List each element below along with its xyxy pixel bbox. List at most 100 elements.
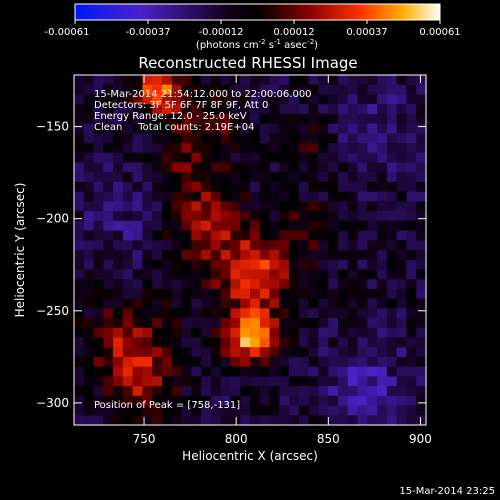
heatmap-cell [171, 211, 183, 222]
heatmap-cell [396, 240, 408, 251]
heatmap-cell [162, 250, 173, 261]
heatmap-cell [240, 327, 251, 339]
heatmap-cell [328, 337, 339, 348]
heatmap-cell [103, 259, 114, 271]
heatmap-cell [83, 356, 95, 368]
heatmap-cell [181, 318, 192, 329]
heatmap-cell [269, 327, 280, 339]
heatmap-cell [318, 84, 329, 96]
heatmap-cell [347, 269, 359, 280]
heatmap-cell [279, 113, 290, 125]
heatmap-cell [318, 405, 329, 416]
heatmap-cell [406, 75, 417, 86]
heatmap-cell [230, 201, 241, 212]
heatmap-cell [250, 133, 261, 144]
heatmap-cell [201, 259, 212, 271]
heatmap-cell [357, 113, 368, 125]
heatmap-cell [240, 172, 251, 183]
heatmap-cell [279, 84, 290, 96]
heatmap-cell [210, 366, 222, 377]
heatmap-cell [83, 84, 95, 96]
heatmap-cell [308, 288, 320, 300]
heatmap-cell [142, 75, 153, 86]
heatmap-cell [230, 162, 241, 173]
heatmap-cell [83, 337, 95, 348]
heatmap-cell [162, 298, 173, 309]
heatmap-cell [259, 162, 271, 173]
heatmap-cell [230, 104, 241, 115]
heatmap-cell [240, 211, 251, 222]
heatmap-cell [74, 347, 85, 358]
heatmap-cell [230, 288, 241, 300]
heatmap-cell [93, 279, 104, 290]
heatmap-cell [416, 123, 427, 134]
heatmap-cell [240, 318, 251, 329]
heatmap-cell [377, 230, 388, 241]
heatmap-cell [347, 308, 359, 319]
heatmap-cell [83, 269, 95, 280]
heatmap-cell [152, 395, 163, 407]
heatmap-cell [396, 395, 408, 407]
heatmap-cell [93, 191, 104, 202]
heatmap-cell [289, 327, 300, 339]
heatmap-cell [152, 230, 163, 241]
heatmap-cell [122, 84, 134, 96]
heatmap-cell [210, 152, 222, 164]
heatmap-cell [210, 220, 222, 232]
heatmap-cell [93, 181, 104, 193]
heatmap-cell [308, 181, 320, 193]
heatmap-cell [171, 113, 183, 125]
heatmap-cell [250, 308, 261, 319]
heatmap-cell [74, 191, 85, 202]
heatmap-cell [328, 347, 339, 358]
heatmap-cell [338, 133, 349, 144]
heatmap-cell [181, 172, 192, 183]
heatmap-cell [416, 376, 427, 387]
heatmap-cell [308, 75, 320, 86]
heatmap-cell [93, 220, 104, 232]
heatmap-cell [122, 191, 134, 202]
heatmap-cell [83, 240, 95, 251]
heatmap-cell [308, 347, 320, 358]
heatmap-cell [377, 308, 388, 319]
heatmap-cell [162, 318, 173, 329]
heatmap-cell [377, 181, 388, 193]
heatmap-cell [338, 395, 349, 407]
heatmap-cell [93, 366, 104, 377]
heatmap-cell [308, 395, 320, 407]
heatmap-cell [122, 230, 134, 241]
heatmap-cell [396, 405, 408, 416]
heatmap-cell [406, 230, 417, 241]
heatmap-cell [386, 415, 398, 426]
heatmap-cell [93, 337, 104, 348]
heatmap-cell [338, 405, 349, 416]
heatmap-cell [367, 356, 378, 368]
heatmap-cell [240, 288, 251, 300]
heatmap-cell [289, 298, 300, 309]
heatmap-cell [338, 201, 349, 212]
heatmap-cell [377, 152, 388, 164]
heatmap-cell [240, 94, 251, 105]
heatmap-cell [103, 143, 114, 154]
heatmap-cell [142, 104, 153, 115]
heatmap-cell [191, 84, 202, 96]
heatmap-cell [406, 211, 417, 222]
heatmap-cell [83, 94, 95, 105]
heatmap-cell [396, 211, 408, 222]
heatmap-cell [83, 152, 95, 164]
heatmap-cell [162, 269, 173, 280]
heatmap-cell [308, 327, 320, 339]
heatmap-cell [220, 395, 232, 407]
heatmap-cell [347, 395, 359, 407]
peak-position-label: Position of Peak = [758,-131] [94, 400, 240, 411]
heatmap-cell [416, 201, 427, 212]
colorbar: -0.00061 -0.00037 -0.00012 0.00012 0.00037 0.… [45, 3, 461, 51]
heatmap-cell [132, 250, 144, 261]
heatmap-cell [201, 366, 212, 377]
heatmap-cell [328, 327, 339, 339]
heatmap-cell [347, 133, 359, 144]
heatmap-cell [396, 347, 408, 358]
heatmap-cell [122, 356, 134, 368]
heatmap-cell [347, 220, 359, 232]
heatmap-cell [259, 250, 271, 261]
